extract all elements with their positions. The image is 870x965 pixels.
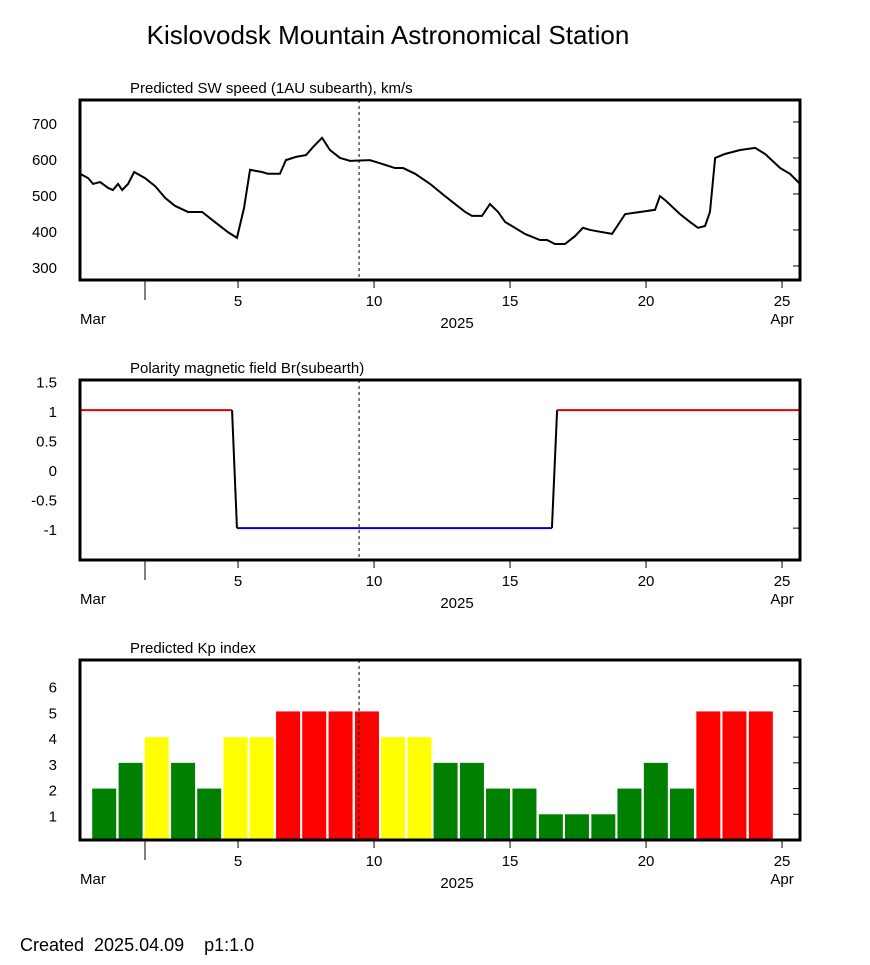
kp-bar <box>748 711 773 840</box>
x-tick-label: 25 <box>774 573 791 590</box>
panel-title: Predicted Kp index <box>130 640 256 657</box>
x-tick-label: 5 <box>234 293 242 310</box>
y-tick-label: -1 <box>44 522 57 539</box>
y-tick-label: 6 <box>49 680 57 697</box>
kp-bar <box>223 737 248 840</box>
kp-bar <box>643 762 668 840</box>
main-title: Kislovodsk Mountain Astronomical Station <box>147 20 630 50</box>
kp-bar <box>486 788 511 840</box>
panel-title: Polarity magnetic field Br(subearth) <box>130 360 364 377</box>
y-tick-label: 2 <box>49 783 57 800</box>
kp-bar <box>512 788 537 840</box>
x-tick-label: 20 <box>638 573 655 590</box>
x-tick-label: 15 <box>502 853 519 870</box>
month-label: Apr <box>770 871 793 888</box>
y-tick-label: 5 <box>49 705 57 722</box>
x-tick-label: 10 <box>366 573 383 590</box>
x-tick-label: 5 <box>234 573 242 590</box>
kp-bar <box>276 711 301 840</box>
footer: Created 2025.04.09 p1:1.0 <box>20 935 254 955</box>
x-tick-label: 20 <box>638 293 655 310</box>
kp-bar <box>669 788 694 840</box>
x-tick-label: 25 <box>774 853 791 870</box>
y-tick-label: 0 <box>49 463 57 480</box>
kp-bar <box>722 711 747 840</box>
kp-bar <box>381 737 406 840</box>
y-tick-label: 300 <box>32 260 57 277</box>
kp-bar <box>171 762 196 840</box>
kp-bar <box>144 737 169 840</box>
x-tick-label: 10 <box>366 293 383 310</box>
kp-bar <box>354 711 379 840</box>
polarity-segment <box>231 410 238 529</box>
polarity-segment <box>550 410 559 529</box>
panel-title: Predicted SW speed (1AU subearth), km/s <box>130 80 413 97</box>
kp-bar <box>197 788 222 840</box>
speed-line <box>79 136 801 245</box>
kp-bar <box>459 762 484 840</box>
y-tick-label: 400 <box>32 224 57 241</box>
y-tick-label: 1 <box>49 404 57 421</box>
kp-bar <box>696 711 721 840</box>
panel-frame <box>78 658 802 842</box>
month-label: Mar <box>80 311 106 328</box>
kp-bar <box>591 814 616 840</box>
y-tick-label: 600 <box>32 152 57 169</box>
month-label: Mar <box>80 591 106 608</box>
kp-bar <box>92 788 117 840</box>
kp-bar <box>328 711 353 840</box>
kp-bar <box>564 814 589 840</box>
y-tick-label: 1 <box>49 808 57 825</box>
y-tick-label: 0.5 <box>36 434 57 451</box>
kp-bar <box>302 711 327 840</box>
y-tick-label: 500 <box>32 188 57 205</box>
x-tick-label: 25 <box>774 293 791 310</box>
y-tick-label: 1.5 <box>36 375 57 392</box>
x-axis-label: 2025 <box>440 595 473 612</box>
panel-frame <box>78 98 802 282</box>
month-label: Mar <box>80 871 106 888</box>
y-tick-label: 4 <box>49 731 57 748</box>
kp-bar <box>538 814 563 840</box>
kp-bar <box>617 788 642 840</box>
kp-bar <box>118 762 143 840</box>
x-axis-label: 2025 <box>440 315 473 332</box>
x-tick-label: 15 <box>502 293 519 310</box>
kp-bar <box>407 737 432 840</box>
month-label: Apr <box>770 591 793 608</box>
x-tick-label: 15 <box>502 573 519 590</box>
kp-bar <box>249 737 274 840</box>
x-tick-label: 10 <box>366 853 383 870</box>
x-tick-label: 5 <box>234 853 242 870</box>
y-tick-label: 700 <box>32 116 57 133</box>
y-tick-label: 3 <box>49 757 57 774</box>
panel-frame <box>78 378 802 562</box>
x-tick-label: 20 <box>638 853 655 870</box>
month-label: Apr <box>770 311 793 328</box>
y-tick-label: -0.5 <box>31 493 57 510</box>
kp-bar <box>433 762 458 840</box>
x-axis-label: 2025 <box>440 875 473 892</box>
